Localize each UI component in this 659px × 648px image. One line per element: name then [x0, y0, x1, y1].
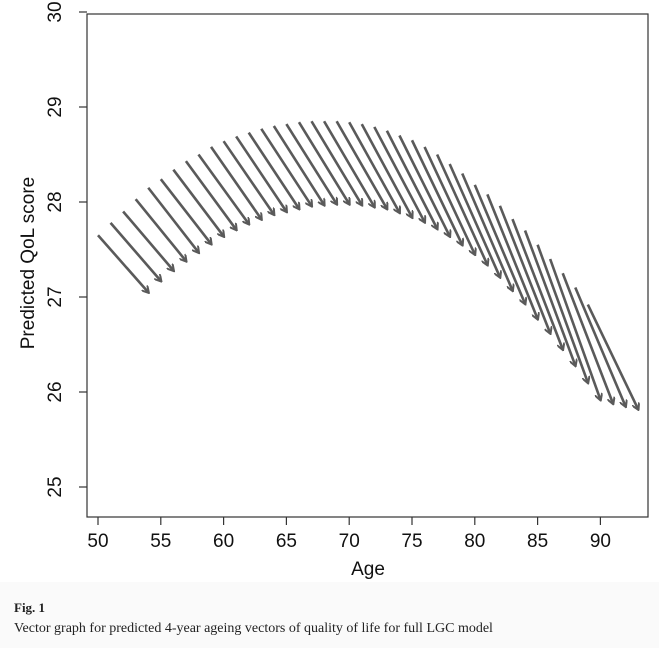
plot-frame — [86, 13, 649, 518]
ageing-vector-arrow — [285, 123, 336, 204]
ageing-vector-arrow — [586, 304, 638, 410]
ageing-vector-arrow — [159, 178, 211, 244]
ageing-vector-arrow — [548, 258, 600, 400]
ageing-vector-arrow — [398, 134, 449, 237]
ageing-vector-arrow — [473, 184, 525, 304]
ageing-vector-arrow — [385, 130, 437, 229]
x-tick-label: 60 — [213, 531, 234, 552]
y-tick-label: 26 — [45, 381, 66, 402]
figure-panel: 50 55 60 65 70 75 80 85 90 25 26 27 28 29 30 Age Predi… — [14, 0, 650, 582]
x-tick-label: 50 — [87, 531, 108, 552]
ageing-vector-arrow — [310, 120, 362, 205]
ageing-vector-arrow — [247, 131, 299, 209]
y-axis-title: Predicted QoL score — [18, 177, 39, 350]
ageing-vector-arrow — [448, 163, 500, 277]
ageing-vector-arrow — [486, 193, 537, 318]
ageing-vector-arrow — [97, 234, 148, 292]
ageing-vector-arrow — [197, 153, 248, 224]
ageing-vector-arrow — [335, 120, 387, 208]
x-tick-label: 65 — [276, 531, 297, 552]
ageing-vector-arrow — [172, 168, 223, 237]
x-tick-label: 75 — [401, 531, 422, 552]
y-tick-label: 30 — [45, 1, 66, 22]
ageing-vector-arrow — [574, 286, 625, 407]
x-axis-title: Age — [351, 559, 385, 580]
ageing-vector-arrow — [561, 272, 613, 403]
ageing-vector-arrow — [435, 153, 487, 265]
ageing-vector-arrow — [498, 205, 550, 333]
caption-label: Fig. 1 — [14, 600, 46, 615]
ageing-vector-arrow — [523, 230, 575, 366]
x-tick-label: 70 — [339, 531, 360, 552]
ageing-vector-arrow — [410, 139, 462, 245]
ageing-vector-arrow — [235, 135, 286, 211]
ageing-vector-arrow — [360, 123, 412, 217]
x-tick-label: 85 — [527, 531, 548, 552]
y-tick-label: 28 — [45, 191, 66, 212]
ageing-vector-arrow — [297, 121, 349, 204]
y-tick-label: 25 — [45, 476, 66, 497]
ageing-vector-arrow — [461, 172, 512, 291]
vectors-layer — [97, 120, 638, 410]
ageing-vector-arrow — [348, 121, 399, 212]
ageing-vector-arrow — [209, 146, 261, 219]
ageing-vector-arrow — [122, 210, 173, 271]
ageing-vector-arrow — [322, 120, 374, 207]
ageing-vector-arrow — [222, 140, 274, 214]
ageing-vector-arrow — [373, 126, 424, 222]
ageing-vector-arrow — [134, 198, 186, 261]
ageing-vector-arrow — [423, 146, 475, 254]
ageing-vector-arrow — [511, 218, 562, 349]
ageing-vector-arrow — [260, 128, 311, 206]
axes-layer: 50 55 60 65 70 75 80 85 90 25 26 27 28 29 30 — [45, 1, 611, 552]
ageing-vector-arrow — [184, 160, 236, 229]
caption-text: Vector graph for predicted 4-year ageing… — [14, 621, 493, 636]
vector-chart: 50 55 60 65 70 75 80 85 90 25 26 27 28 29 30 Age Predi… — [18, 1, 649, 580]
ageing-vector-arrow — [536, 244, 588, 383]
y-tick-label: 27 — [45, 286, 66, 307]
y-tick-label: 29 — [45, 96, 66, 117]
x-tick-label: 90 — [590, 531, 611, 552]
x-tick-label: 80 — [464, 531, 485, 552]
ageing-vector-arrow — [272, 125, 324, 205]
figure-caption: Fig. 1 Vector graph for predicted 4-year… — [0, 582, 659, 648]
ageing-vector-arrow — [147, 186, 198, 253]
x-tick-label: 55 — [150, 531, 171, 552]
ageing-vector-arrow — [109, 222, 161, 281]
